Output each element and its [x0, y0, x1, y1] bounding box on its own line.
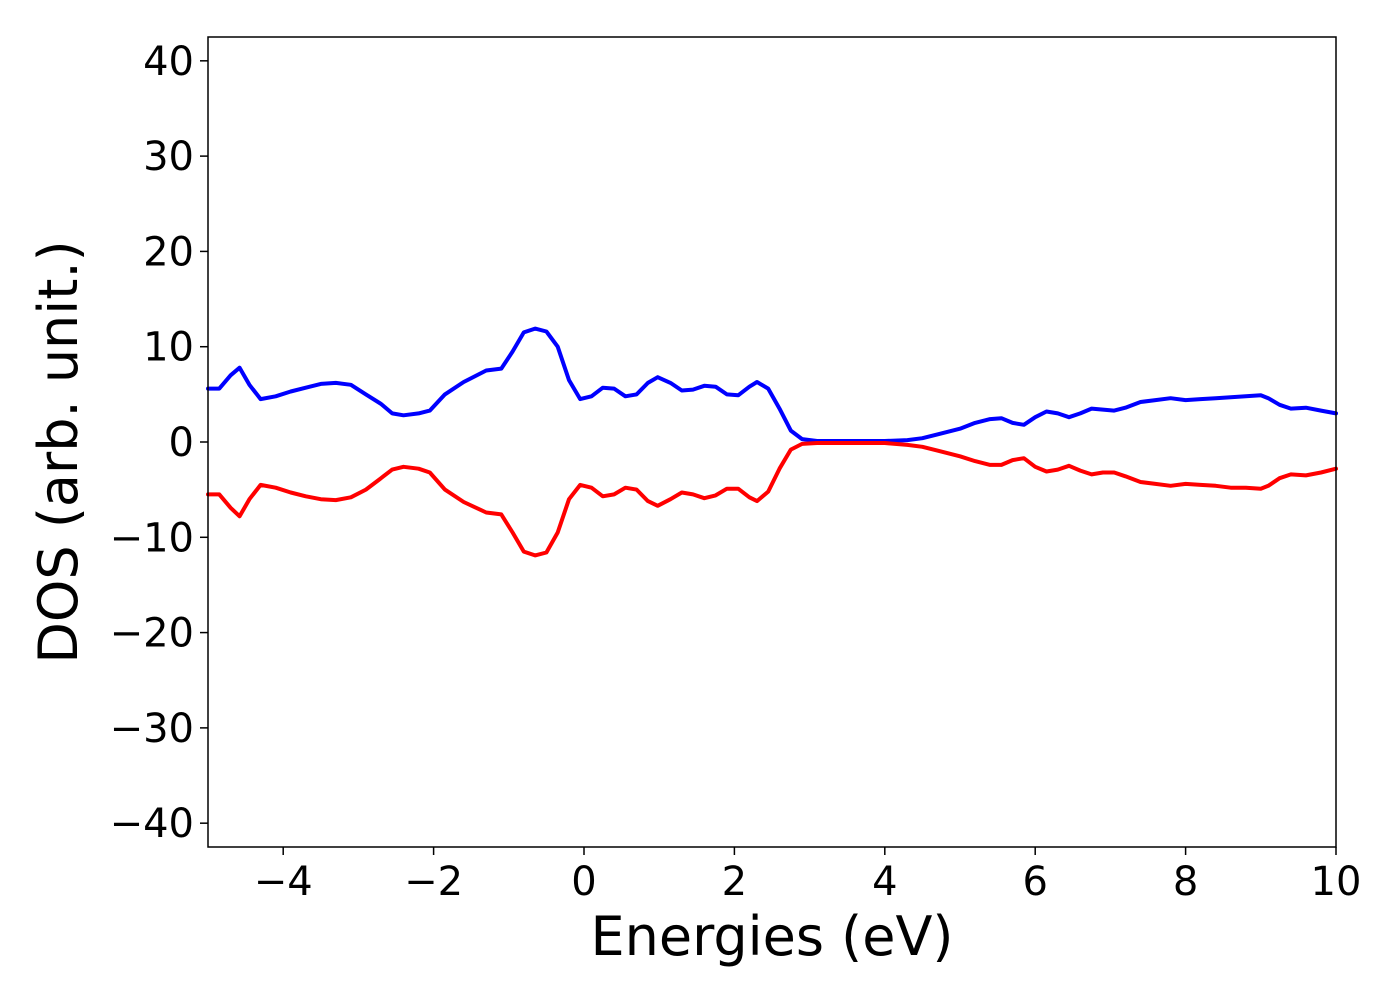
x-tick-label: 8 — [1173, 859, 1198, 905]
series-layer — [206, 326, 1338, 558]
y-axis-ticks: 40 30 20 10 0 −10 −20 −30 −40 — [110, 39, 208, 847]
x-tick-label: −4 — [254, 859, 313, 905]
y-tick-label: 30 — [143, 134, 194, 180]
y-axis-label: DOS (arb. unit.) — [27, 240, 90, 663]
x-axis-ticks: −4 −2 0 2 4 6 8 10 — [254, 847, 1362, 905]
series-line-1 — [206, 326, 1338, 443]
x-tick-label: 2 — [722, 859, 747, 905]
x-axis-label: Energies (eV) — [591, 905, 954, 968]
y-tick-label: 40 — [143, 39, 194, 85]
y-tick-label: −30 — [110, 706, 194, 752]
x-tick-label: −2 — [404, 859, 463, 905]
y-tick-label: 10 — [143, 325, 194, 371]
x-tick-label: 10 — [1311, 859, 1362, 905]
y-tick-label: −20 — [110, 611, 194, 657]
y-tick-label: 20 — [143, 229, 194, 275]
series-line-2 — [206, 441, 1338, 558]
x-tick-label: 6 — [1022, 859, 1047, 905]
x-tick-label: 0 — [571, 859, 596, 905]
y-tick-label: −40 — [110, 801, 194, 847]
plot-frame — [207, 36, 1337, 848]
y-tick-label: 0 — [169, 420, 194, 466]
x-tick-label: 4 — [872, 859, 897, 905]
y-tick-label: −10 — [110, 515, 194, 561]
